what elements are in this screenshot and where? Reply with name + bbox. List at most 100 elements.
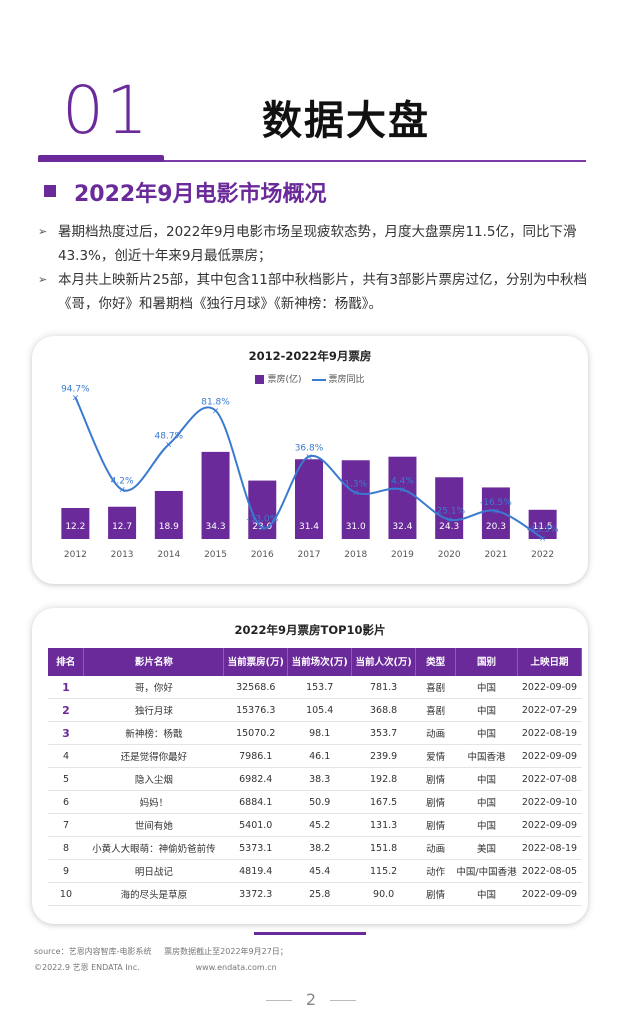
legend-bar-label: 票房(亿) xyxy=(267,375,302,385)
table-cell: 46.1 xyxy=(287,744,352,768)
table-row: 10 海的尽头是草原 3372.3 25.8 90.0 剧情 中国 2022-09-09 xyxy=(48,882,582,906)
bar-value-label: 31.0 xyxy=(346,522,366,532)
table-row: 7 世间有她 5401.0 45.2 131.3 剧情 中国 2022-09-09 xyxy=(48,813,582,837)
x-axis-tick-label: 2015 xyxy=(204,550,227,560)
header-accent-bar xyxy=(38,155,164,162)
table-cell: 45.2 xyxy=(287,813,352,837)
table-cell: 2022-07-29 xyxy=(517,698,582,722)
table-cell: 动作 xyxy=(415,859,456,883)
table-cell: 喜剧 xyxy=(415,698,456,722)
rank-cell: 8 xyxy=(48,836,84,860)
table-cell: 15376.3 xyxy=(223,698,288,722)
line-point-marker: × xyxy=(258,524,266,534)
line-value-label: -16.5% xyxy=(480,498,512,508)
line-value-label: -25.1% xyxy=(433,507,465,517)
table-cell: 中国 xyxy=(455,698,518,722)
table-cell: 中国香港 xyxy=(455,744,518,768)
table-cell: 353.7 xyxy=(351,721,416,745)
table-cell: 中国 xyxy=(455,676,518,699)
table-cell: 2022-09-09 xyxy=(517,676,582,699)
table-cell: 5401.0 xyxy=(223,813,288,837)
chart-bar xyxy=(295,459,323,539)
table-cell: 781.3 xyxy=(351,676,416,699)
table-cell: 90.0 xyxy=(351,882,416,906)
x-axis-tick-label: 2012 xyxy=(64,550,87,560)
table-cell: 3372.3 xyxy=(223,882,288,906)
rank-cell: 4 xyxy=(48,744,84,768)
chart-bar xyxy=(388,456,417,539)
chart-bar xyxy=(435,477,464,539)
rank-cell: 9 xyxy=(48,859,84,883)
line-point-marker: × xyxy=(165,440,173,450)
table-cell: 哥，你好 xyxy=(83,676,224,699)
table-cell: 32568.6 xyxy=(223,676,288,699)
table-cell: 喜剧 xyxy=(415,676,456,699)
footer-source: source：艺恩内容智库-电影系统 xyxy=(34,947,152,956)
table-cell: 2022-08-19 xyxy=(517,721,582,745)
line-point-marker: × xyxy=(352,489,360,499)
rank-cell: 10 xyxy=(48,882,84,906)
table-cell: 45.4 xyxy=(287,859,352,883)
table-cell: 明日战记 xyxy=(83,859,224,883)
table-cell: 爱情 xyxy=(415,744,456,768)
bar-value-label: 11.5 xyxy=(533,522,553,532)
line-value-label: 1.3% xyxy=(344,480,367,490)
table-cell: 105.4 xyxy=(287,698,352,722)
table-cell: 小黄人大眼萌：神偷奶爸前传 xyxy=(83,836,224,860)
line-value-label: 36.8% xyxy=(295,443,324,453)
table-header-cell: 影片名称 xyxy=(83,648,225,676)
table-cell: 151.8 xyxy=(351,836,416,860)
page-number: 2 xyxy=(305,990,317,1009)
page-dash-right xyxy=(330,1000,357,1001)
chart-bar xyxy=(341,460,370,539)
table-row: 5 隐入尘烟 6982.4 38.3 192.8 剧情 中国 2022-07-08 xyxy=(48,767,582,791)
table-cell: 中国/中国香港 xyxy=(455,859,518,883)
bar-value-label: 12.2 xyxy=(65,522,85,532)
table-cell: 剧情 xyxy=(415,813,456,837)
bar-value-label: 31.4 xyxy=(299,522,319,532)
table-cell: 中国 xyxy=(455,790,518,814)
footer-source-line: source：艺恩内容智库-电影系统 票房数据截止至2022年9月27日； xyxy=(34,946,288,957)
table-cell: 6982.4 xyxy=(223,767,288,791)
table-cell: 2022-09-09 xyxy=(517,882,582,906)
summary-bullet: ➢ 本月共上映新片25部，其中包含11部中秋档影片，共有3部影片票房过亿，分别为… xyxy=(38,268,598,316)
line-value-label: 94.7% xyxy=(61,384,90,394)
table-cell: 239.9 xyxy=(351,744,416,768)
bottom-accent-bar xyxy=(254,932,366,935)
table-row: 3 新神榜：杨戬 15070.2 98.1 353.7 动画 中国 2022-08-19 xyxy=(48,721,582,745)
x-axis-tick-label: 2014 xyxy=(157,550,180,560)
legend-line-label: 票房同比 xyxy=(328,375,365,385)
table-row: 6 妈妈！ 6884.1 50.9 167.5 剧情 中国 2022-09-10 xyxy=(48,790,582,814)
bullet-text: 暑期档热度过后，2022年9月电影市场呈现疲软态势，月度大盘票房11.5亿，同比… xyxy=(58,224,577,264)
table-cell: 还是觉得你最好 xyxy=(83,744,224,768)
table-cell: 115.2 xyxy=(351,859,416,883)
table-row: 1 哥，你好 32568.6 153.7 781.3 喜剧 中国 2022-09-09 xyxy=(48,676,582,699)
bar-value-label: 32.4 xyxy=(392,522,412,532)
chart-bar xyxy=(108,506,137,539)
bar-value-label: 24.3 xyxy=(439,522,459,532)
table-header-row: 排名 影片名称 当前票房(万) 当前场次(万) 当前人次(万) 类型 国别 上映日期 xyxy=(48,648,583,676)
line-point-marker: × xyxy=(492,507,500,517)
table-row: 2 独行月球 15376.3 105.4 368.8 喜剧 中国 2022-07-29 xyxy=(48,698,582,722)
arrow-bullet-icon: ➢ xyxy=(38,273,48,286)
table-cell: 独行月球 xyxy=(83,698,224,722)
table-cell: 新神榜：杨戬 xyxy=(83,721,224,745)
footer-note: 票房数据截止至2022年9月27日； xyxy=(164,947,288,956)
table-cell: 2022-09-09 xyxy=(517,744,582,768)
bar-value-label: 12.7 xyxy=(112,522,132,532)
header-divider xyxy=(38,160,586,162)
table-cell: 世间有她 xyxy=(83,813,224,837)
line-value-label: 4.2% xyxy=(111,477,134,487)
x-axis-tick-label: 2018 xyxy=(344,550,367,560)
line-point-marker: × xyxy=(445,516,453,526)
x-axis-tick-label: 2016 xyxy=(251,550,274,560)
rank-cell: 7 xyxy=(48,813,84,837)
table-cell: 2022-09-09 xyxy=(517,813,582,837)
table-cell: 2022-08-05 xyxy=(517,859,582,883)
table-cell: 192.8 xyxy=(351,767,416,791)
table-cell: 海的尽头是草原 xyxy=(83,882,224,906)
table-row: 4 还是觉得你最好 7986.1 46.1 239.9 爱情 中国香港 2022-09-09 xyxy=(48,744,582,768)
rank-cell: 1 xyxy=(48,676,84,699)
line-value-label: 4.4% xyxy=(391,477,414,487)
table-cell: 剧情 xyxy=(415,882,456,906)
